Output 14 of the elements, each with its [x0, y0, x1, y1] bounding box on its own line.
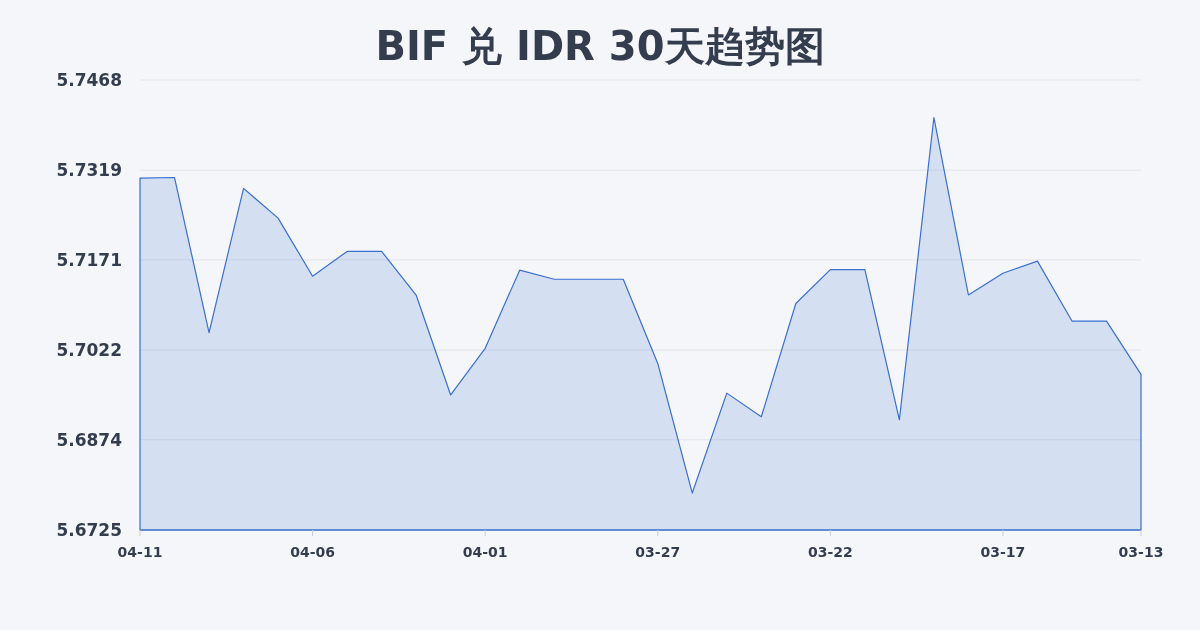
y-tick-label: 5.6725: [56, 520, 122, 540]
x-tick-label: 03-17: [980, 544, 1026, 560]
x-tick-label: 03-13: [1118, 544, 1164, 560]
chart-title: BIF 兑 IDR 30天趋势图: [375, 23, 825, 69]
x-tick-label: 04-01: [462, 544, 508, 560]
y-tick-label: 5.7171: [56, 249, 122, 270]
y-tick-label: 5.6874: [56, 429, 123, 450]
x-tick-label: 03-27: [635, 544, 681, 560]
y-tick-label: 5.7468: [56, 70, 122, 90]
y-tick-label: 5.7022: [56, 340, 122, 361]
x-tick-label: 04-06: [290, 544, 335, 560]
y-tick-label: 5.7319: [56, 160, 122, 181]
x-tick-label: 04-11: [117, 544, 163, 560]
x-tick-label: 03-22: [807, 544, 853, 560]
